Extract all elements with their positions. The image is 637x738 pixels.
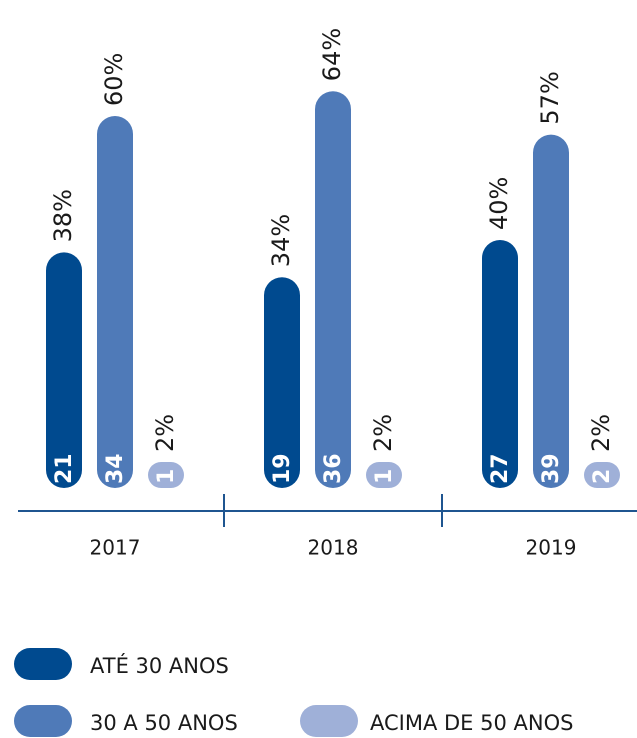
x-tick-label: 2017 bbox=[90, 536, 141, 560]
bar bbox=[366, 462, 402, 488]
value-label: 38% bbox=[49, 189, 77, 242]
bar bbox=[482, 240, 518, 488]
x-tick-label: 2019 bbox=[526, 536, 577, 560]
value-label: 64% bbox=[318, 28, 346, 81]
legend-label: ATÉ 30 ANOS bbox=[90, 653, 229, 678]
bar bbox=[584, 462, 620, 488]
value-label: 34% bbox=[267, 214, 295, 267]
value-label: 2% bbox=[369, 414, 397, 452]
value-label: 2% bbox=[587, 414, 615, 452]
x-tick-label: 2018 bbox=[308, 536, 359, 560]
legend-label: 30 A 50 ANOS bbox=[90, 711, 238, 735]
count-label: 21 bbox=[52, 453, 77, 484]
count-label: 39 bbox=[539, 453, 564, 484]
count-label: 34 bbox=[103, 453, 128, 484]
value-label: 2% bbox=[151, 414, 179, 452]
count-label: 2 bbox=[590, 469, 615, 484]
count-label: 36 bbox=[321, 453, 346, 484]
bar bbox=[264, 277, 300, 488]
legend-swatch bbox=[14, 705, 72, 737]
bar bbox=[97, 116, 133, 488]
bar bbox=[148, 462, 184, 488]
count-label: 19 bbox=[270, 453, 295, 484]
legend-swatch bbox=[300, 705, 358, 737]
bar bbox=[315, 91, 351, 488]
count-label: 1 bbox=[154, 469, 179, 484]
bar bbox=[46, 252, 82, 488]
legend-swatch bbox=[14, 648, 72, 680]
bar bbox=[533, 134, 569, 488]
count-label: 27 bbox=[488, 453, 513, 484]
value-label: 57% bbox=[536, 71, 564, 124]
count-label: 1 bbox=[372, 469, 397, 484]
value-label: 40% bbox=[485, 177, 513, 230]
legend-label: ACIMA DE 50 ANOS bbox=[370, 711, 573, 735]
value-label: 60% bbox=[100, 53, 128, 106]
